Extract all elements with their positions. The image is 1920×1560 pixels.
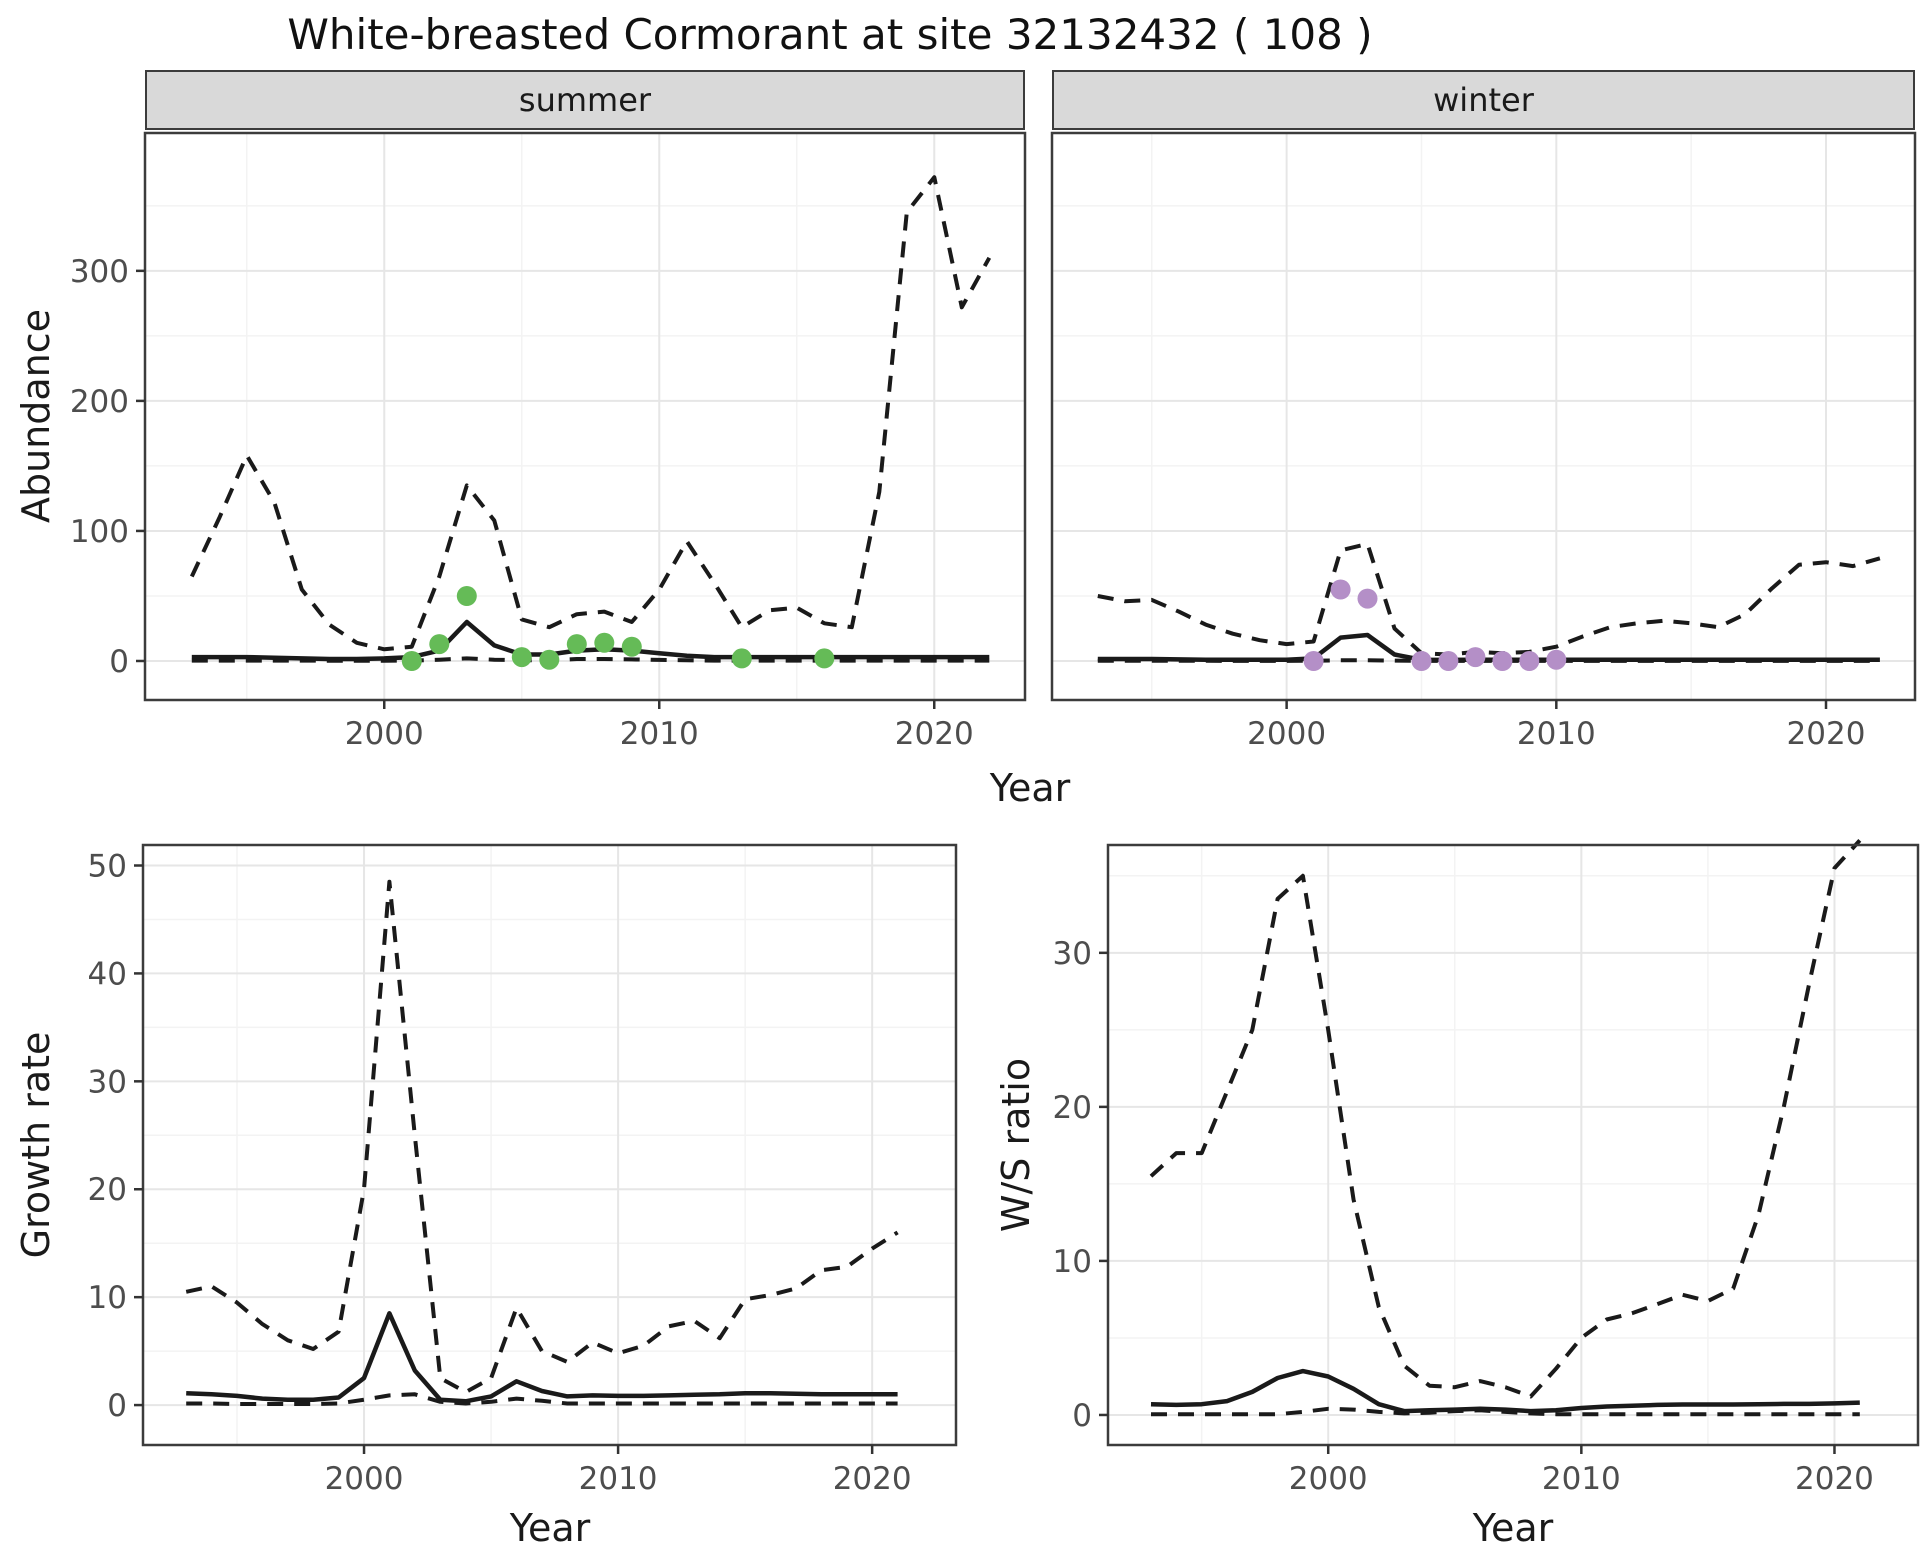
ws-ratio-y-tick-label: 20 [1053, 1090, 1092, 1126]
abundance-winter-observed-point [1519, 651, 1540, 671]
abundance-summer-observed-point [566, 634, 587, 655]
ws-ratio-x-tick-label: 2000 [1289, 1461, 1368, 1497]
ws-ratio-y-tick-label: 10 [1053, 1244, 1092, 1280]
abundance-summer-observed-point [429, 634, 450, 655]
growth-rate-upper-ci-line [185, 879, 899, 1395]
abundance-winter-observed-point [1546, 649, 1567, 670]
facet-strip-summer-label: summer [518, 81, 652, 119]
growth-rate-y-tick-label: 0 [107, 1388, 127, 1424]
ws-ratio-x-tick-label: 2010 [1542, 1461, 1621, 1497]
abundance-winter-lower-ci-line [1097, 658, 1880, 663]
abundance-summer-observed-point [594, 632, 615, 653]
facet-strip-summer: summer [145, 70, 1025, 130]
abundance-winter-observed-point [1357, 588, 1378, 609]
growth-rate-y-tick-label: 10 [88, 1280, 127, 1316]
abundance-summer-observed-point [621, 636, 642, 657]
y-axis-title-growth-rate: Growth rate [14, 1031, 58, 1259]
ws-ratio-upper-ci-line [1149, 839, 1862, 1399]
abundance-winter-observed-point [1330, 579, 1351, 600]
abundance-summer-panel-border [143, 131, 1027, 702]
abundance-summer-y-tick-label: 200 [70, 384, 129, 420]
abundance-winter-x-tick-label: 2020 [1787, 716, 1866, 752]
growth-rate-y-tick-label: 50 [88, 849, 127, 885]
page-title: White-breasted Cormorant at site 3213243… [287, 10, 1373, 59]
ws-ratio-panel-border [1106, 843, 1920, 1447]
y-axis-title-ws-ratio: W/S ratio [994, 1057, 1038, 1233]
abundance-summer-fit-line [191, 619, 990, 662]
abundance-winter-observed-point [1303, 651, 1324, 671]
ws-ratio-panel-background [1108, 845, 1918, 1445]
abundance-winter-upper-ci-line [1097, 541, 1881, 657]
x-axis-title-year-bottom-right: Year [1472, 1506, 1554, 1550]
ws-ratio-y-tick-label: 30 [1053, 936, 1092, 972]
x-axis-title-year-top: Year [989, 766, 1071, 810]
growth-rate-y-tick-label: 40 [88, 956, 127, 992]
abundance-summer-x-tick-label: 2010 [620, 716, 699, 752]
growth-rate-x-tick-label: 2010 [579, 1461, 658, 1497]
abundance-summer-x-tick-label: 2000 [345, 716, 424, 752]
growth-rate-x-tick-label: 2020 [833, 1461, 912, 1497]
abundance-summer-observed-point [814, 648, 835, 669]
growth-rate-fit-line [186, 1311, 898, 1404]
abundance-summer-observed-point [511, 647, 532, 668]
growth-rate-panel-background [143, 845, 956, 1445]
x-axis-title-year-bottom-left: Year [509, 1506, 591, 1550]
ws-ratio-lower-ci-line [1151, 1406, 1860, 1417]
abundance-winter-observed-point [1492, 651, 1513, 671]
abundance-winter-panel-background [1052, 133, 1915, 700]
growth-rate-panel-border [141, 843, 958, 1447]
abundance-winter-panel-border [1050, 131, 1917, 702]
abundance-summer-observed-point [401, 651, 422, 671]
abundance-summer-observed-point [539, 649, 560, 670]
facet-strip-winter-label: winter [1433, 81, 1534, 119]
abundance-summer-upper-ci-line [189, 175, 992, 652]
abundance-summer-y-tick-label: 300 [70, 254, 129, 290]
ws-ratio-fit-line [1150, 1368, 1860, 1414]
abundance-summer-panel-background [145, 133, 1025, 700]
abundance-summer-observed-point [456, 586, 477, 606]
abundance-winter-observed-point [1465, 647, 1486, 668]
y-axis-title-abundance: Abundance [14, 308, 58, 524]
growth-rate-y-tick-label: 30 [88, 1064, 127, 1100]
ws-ratio-y-tick-label: 0 [1072, 1398, 1092, 1434]
abundance-winter-observed-point [1411, 651, 1432, 671]
abundance-winter-x-tick-label: 2000 [1247, 716, 1326, 752]
abundance-summer-y-tick-label: 0 [109, 644, 129, 680]
abundance-winter-observed-point [1438, 651, 1459, 671]
abundance-winter-x-tick-label: 2010 [1517, 716, 1596, 752]
growth-rate-x-tick-label: 2000 [325, 1461, 404, 1497]
facet-strip-winter: winter [1052, 70, 1915, 130]
abundance-summer-x-tick-label: 2020 [895, 716, 974, 752]
ws-ratio-x-tick-label: 2020 [1795, 1461, 1874, 1497]
abundance-summer-observed-point [731, 648, 752, 669]
growth-rate-lower-ci-line [186, 1392, 898, 1406]
abundance-summer-y-tick-label: 100 [70, 514, 129, 550]
growth-rate-y-tick-label: 20 [88, 1172, 127, 1208]
